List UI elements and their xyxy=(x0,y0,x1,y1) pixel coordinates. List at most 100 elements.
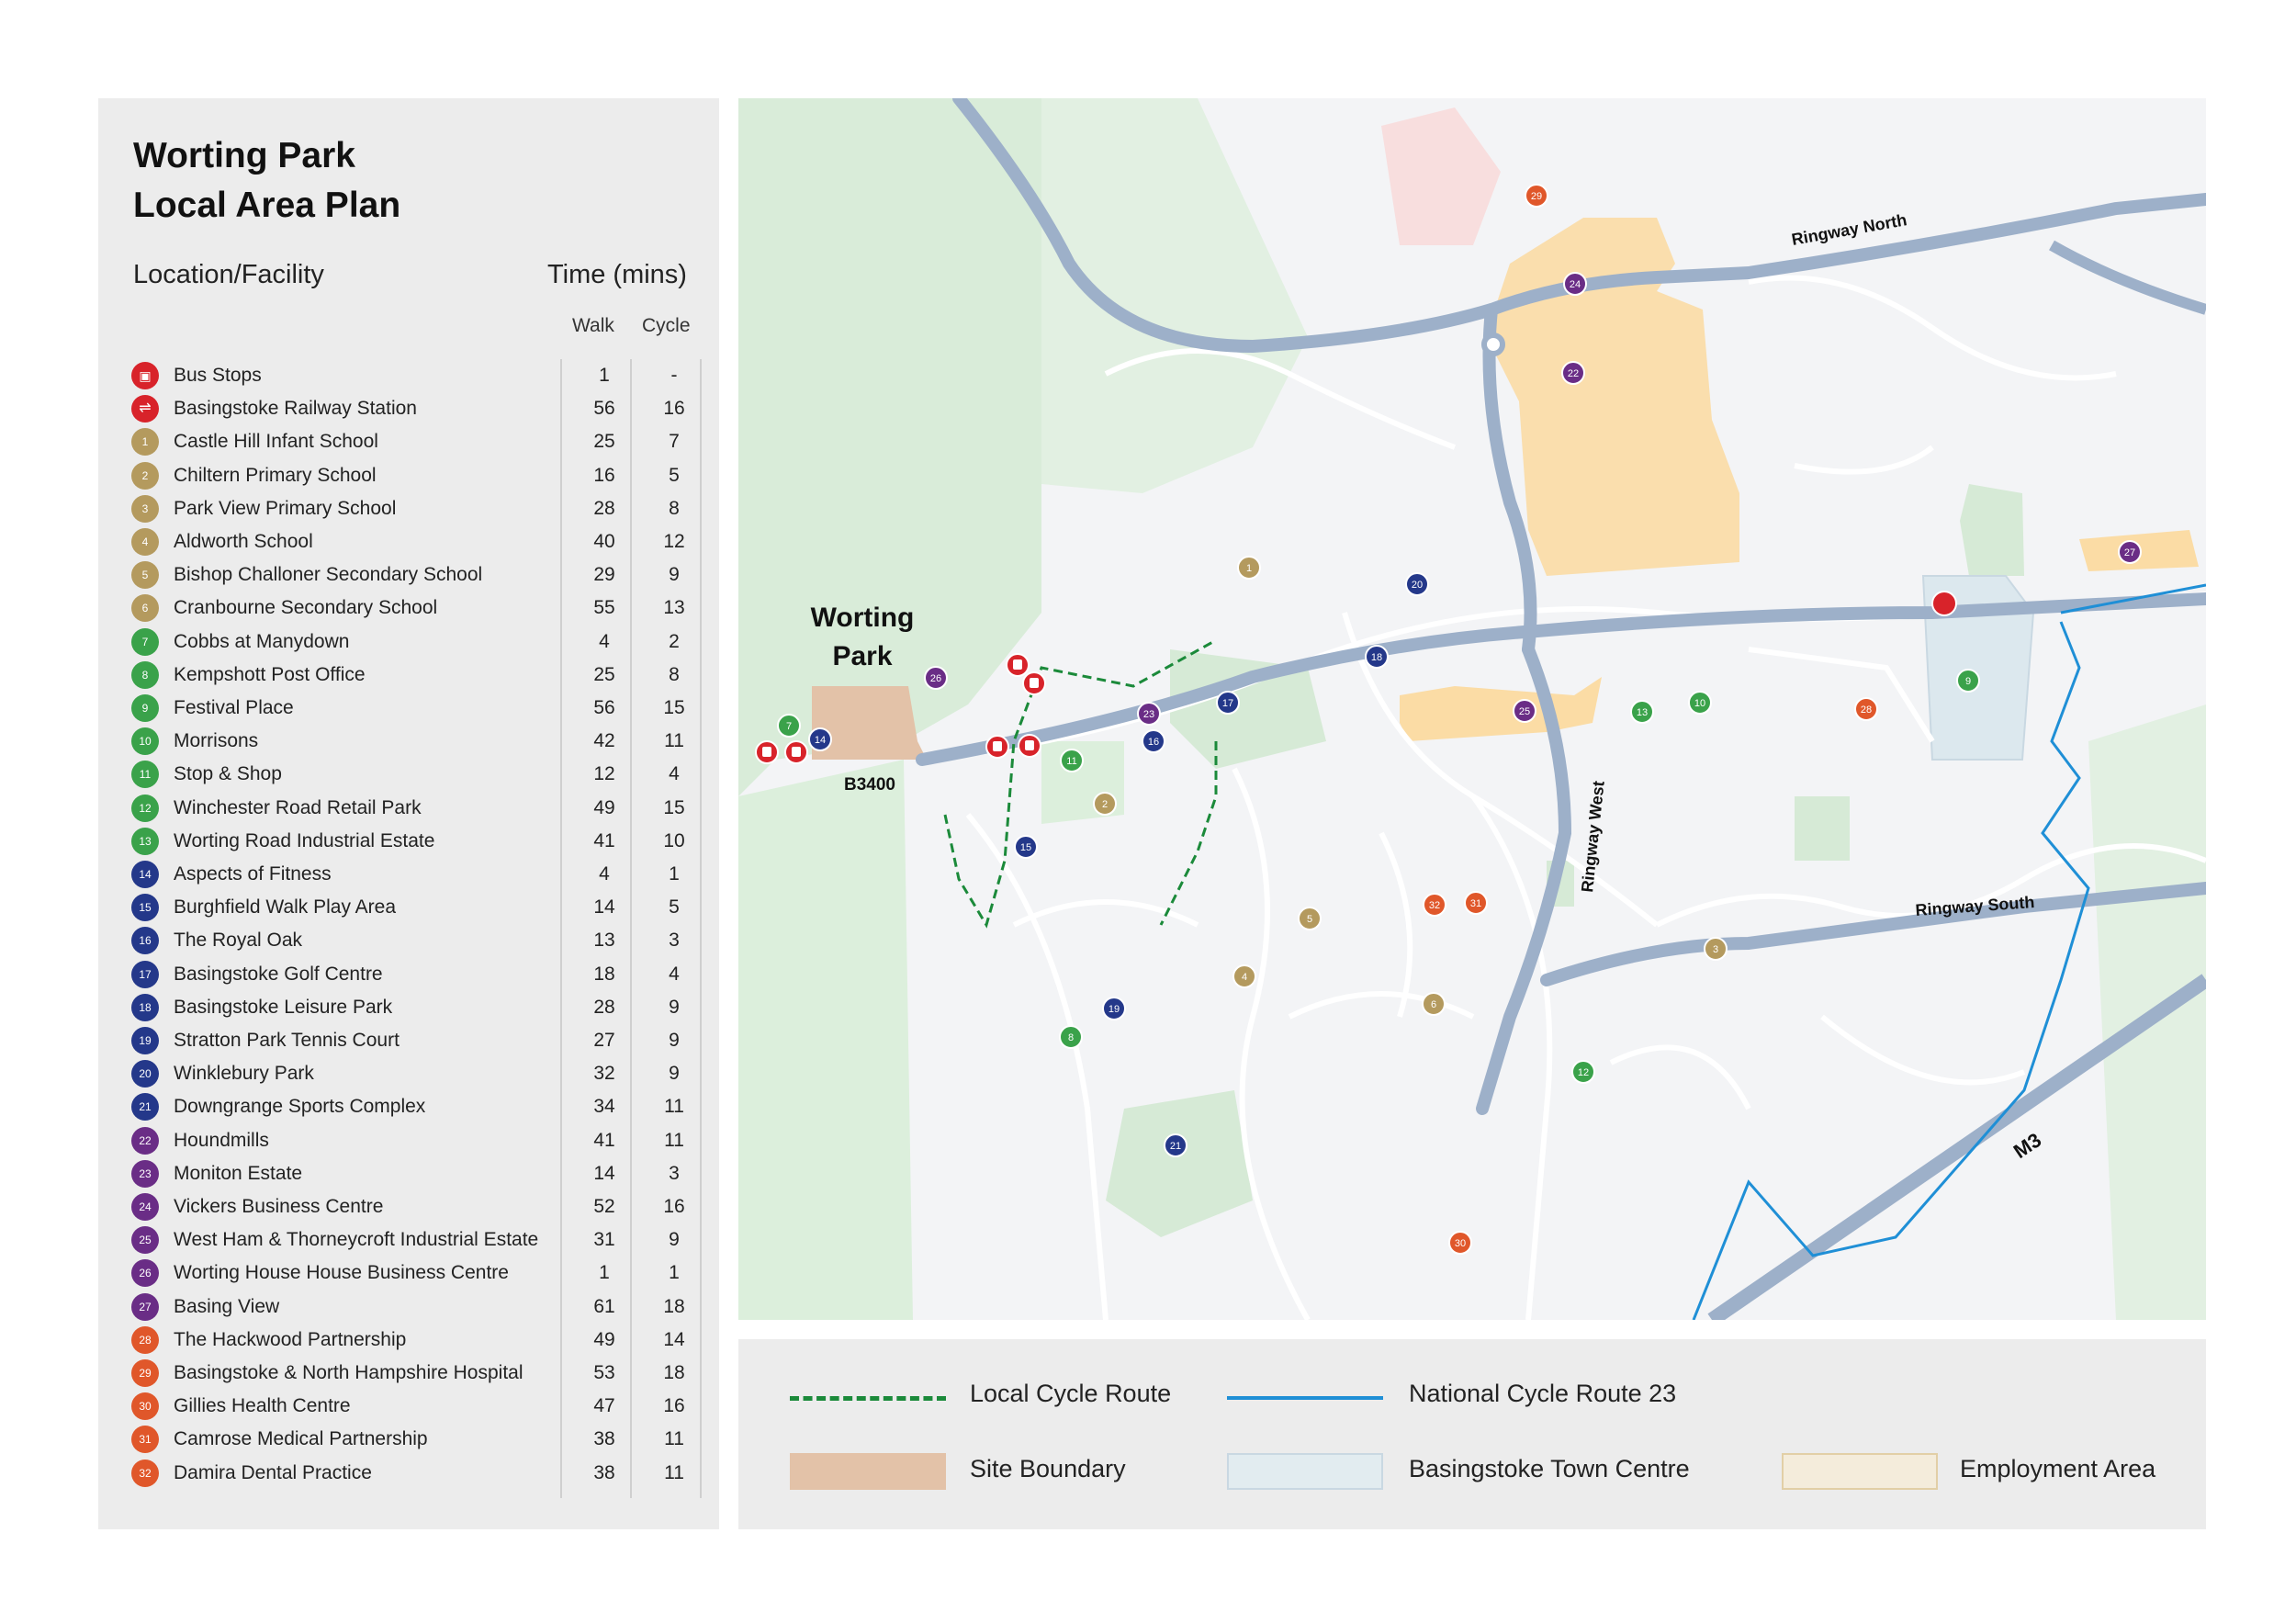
cycle-time: 16 xyxy=(663,398,685,420)
facility-marker[interactable] xyxy=(1060,749,1084,772)
cycle-time: 15 xyxy=(663,796,685,818)
facility-row: 19 Stratton Park Tennis Court 27 9 xyxy=(131,1024,701,1057)
facility-marker[interactable] xyxy=(1704,937,1728,961)
facility-panel: Worting Park Local Area Plan Location/Fa… xyxy=(98,98,719,1529)
facility-marker-label: 15 xyxy=(1020,842,1031,853)
facility-marker[interactable] xyxy=(1525,184,1548,208)
facility-marker[interactable] xyxy=(1956,669,1980,693)
facility-marker[interactable] xyxy=(1423,893,1446,917)
cycle-time: 10 xyxy=(663,829,685,851)
cycle-time: 9 xyxy=(669,1063,680,1085)
facility-badge: 26 xyxy=(131,1259,159,1288)
facility-row: 1 Castle Hill Infant School 25 7 xyxy=(131,425,701,458)
walk-time: 49 xyxy=(593,1328,615,1350)
facility-marker[interactable] xyxy=(1093,792,1117,816)
facility-marker-label: 5 xyxy=(1307,914,1312,925)
bus-icon xyxy=(1013,659,1022,670)
facility-marker[interactable] xyxy=(1561,361,1585,385)
facility-marker[interactable] xyxy=(1216,691,1240,715)
cycle-time: 13 xyxy=(663,597,685,619)
facility-marker[interactable] xyxy=(1142,729,1165,753)
facility-badge: 3 xyxy=(131,494,159,523)
green-space xyxy=(1106,1090,1253,1237)
road-label-m3: M3 xyxy=(2009,1128,2045,1163)
map-area[interactable]: Worting Park B3400 Ringway North Ringway… xyxy=(738,98,2206,1320)
walk-time: 4 xyxy=(599,630,610,652)
walk-time: 14 xyxy=(593,1162,615,1184)
facility-name: Morrisons xyxy=(174,730,259,752)
facility-marker-label: 31 xyxy=(1470,898,1481,909)
facility-marker-label: 16 xyxy=(1148,737,1159,748)
facility-row: 18 Basingstoke Leisure Park 28 9 xyxy=(131,991,701,1024)
cycle-time: 5 xyxy=(669,896,680,919)
walk-time: 1 xyxy=(599,365,610,386)
facility-marker[interactable] xyxy=(1422,992,1446,1016)
facility-marker-label: 32 xyxy=(1429,900,1440,911)
green-space xyxy=(738,98,1041,796)
facility-name: The Royal Oak xyxy=(174,930,303,952)
facility-name: Winchester Road Retail Park xyxy=(174,796,422,818)
walk-time: 18 xyxy=(593,963,615,985)
column-header-location: Location/Facility xyxy=(133,260,324,289)
green-space xyxy=(1170,649,1326,769)
facility-marker[interactable] xyxy=(1102,997,1126,1020)
facility-badge: 24 xyxy=(131,1193,159,1221)
cycle-time: 1 xyxy=(669,863,680,885)
m3-motorway xyxy=(1707,974,2206,1320)
facility-badge: 6 xyxy=(131,594,159,623)
facility-marker[interactable] xyxy=(1513,699,1536,723)
facility-marker[interactable] xyxy=(1164,1133,1187,1157)
facility-marker[interactable] xyxy=(924,666,948,690)
site-label: Worting xyxy=(811,603,915,633)
major-road xyxy=(2049,240,2206,315)
walk-time: 4 xyxy=(599,863,610,885)
facility-marker[interactable] xyxy=(1137,702,1161,726)
bus-icon xyxy=(762,747,771,757)
walk-time: 61 xyxy=(593,1295,615,1317)
facility-row: 11 Stop & Shop 12 4 xyxy=(131,758,701,791)
facility-badge: 11 xyxy=(131,761,159,789)
facility-name: Basingstoke & North Hampshire Hospital xyxy=(174,1362,523,1383)
facility-marker[interactable] xyxy=(1464,891,1488,915)
walk-time: 12 xyxy=(593,763,615,785)
facility-marker-label: 30 xyxy=(1455,1238,1466,1249)
walk-time: 41 xyxy=(593,1129,615,1151)
walk-time: 28 xyxy=(593,497,615,519)
facility-marker[interactable] xyxy=(1059,1025,1083,1049)
cycle-time: 14 xyxy=(663,1328,685,1350)
facility-marker[interactable] xyxy=(1854,697,1878,721)
cycle-time: 1 xyxy=(669,1262,680,1284)
facility-marker[interactable] xyxy=(1405,572,1429,596)
column-header-time: Time (mins) xyxy=(547,260,687,289)
facility-row: 29 Basingstoke & North Hampshire Hospital… xyxy=(131,1357,701,1390)
facility-marker[interactable] xyxy=(1365,645,1389,669)
cycle-time: 2 xyxy=(669,630,680,652)
facility-marker[interactable] xyxy=(1298,907,1322,930)
green-space xyxy=(1795,796,1850,861)
cycle-time: 11 xyxy=(664,1428,684,1450)
facility-marker[interactable] xyxy=(1563,272,1587,296)
facility-marker[interactable] xyxy=(1014,835,1038,859)
facility-marker-label: 6 xyxy=(1431,999,1436,1010)
town-centre-area xyxy=(1921,575,2035,761)
facility-marker[interactable] xyxy=(808,727,832,751)
facility-marker[interactable] xyxy=(777,714,801,738)
facility-row: 30 Gillies Health Centre 47 16 xyxy=(131,1390,701,1423)
rail-station-icon[interactable] xyxy=(1931,591,1957,616)
facility-row: 24 Vickers Business Centre 52 16 xyxy=(131,1190,701,1223)
facility-marker[interactable] xyxy=(2118,540,2142,564)
facility-marker[interactable] xyxy=(1630,700,1654,724)
facility-badge: 28 xyxy=(131,1325,159,1354)
facility-name: Basing View xyxy=(174,1295,280,1317)
facility-marker[interactable] xyxy=(1688,691,1712,715)
cycle-time: 16 xyxy=(663,1196,685,1217)
facility-badge: 32 xyxy=(131,1459,159,1487)
facility-marker[interactable] xyxy=(1448,1231,1472,1255)
local-cycle-route xyxy=(1159,741,1218,926)
facility-marker[interactable] xyxy=(1232,964,1256,988)
facility-name: Park View Primary School xyxy=(174,497,397,519)
facility-marker[interactable] xyxy=(1571,1060,1595,1084)
facility-marker[interactable] xyxy=(1237,556,1261,580)
facility-marker-label: 17 xyxy=(1222,698,1233,709)
facility-marker-label: 3 xyxy=(1713,944,1718,955)
